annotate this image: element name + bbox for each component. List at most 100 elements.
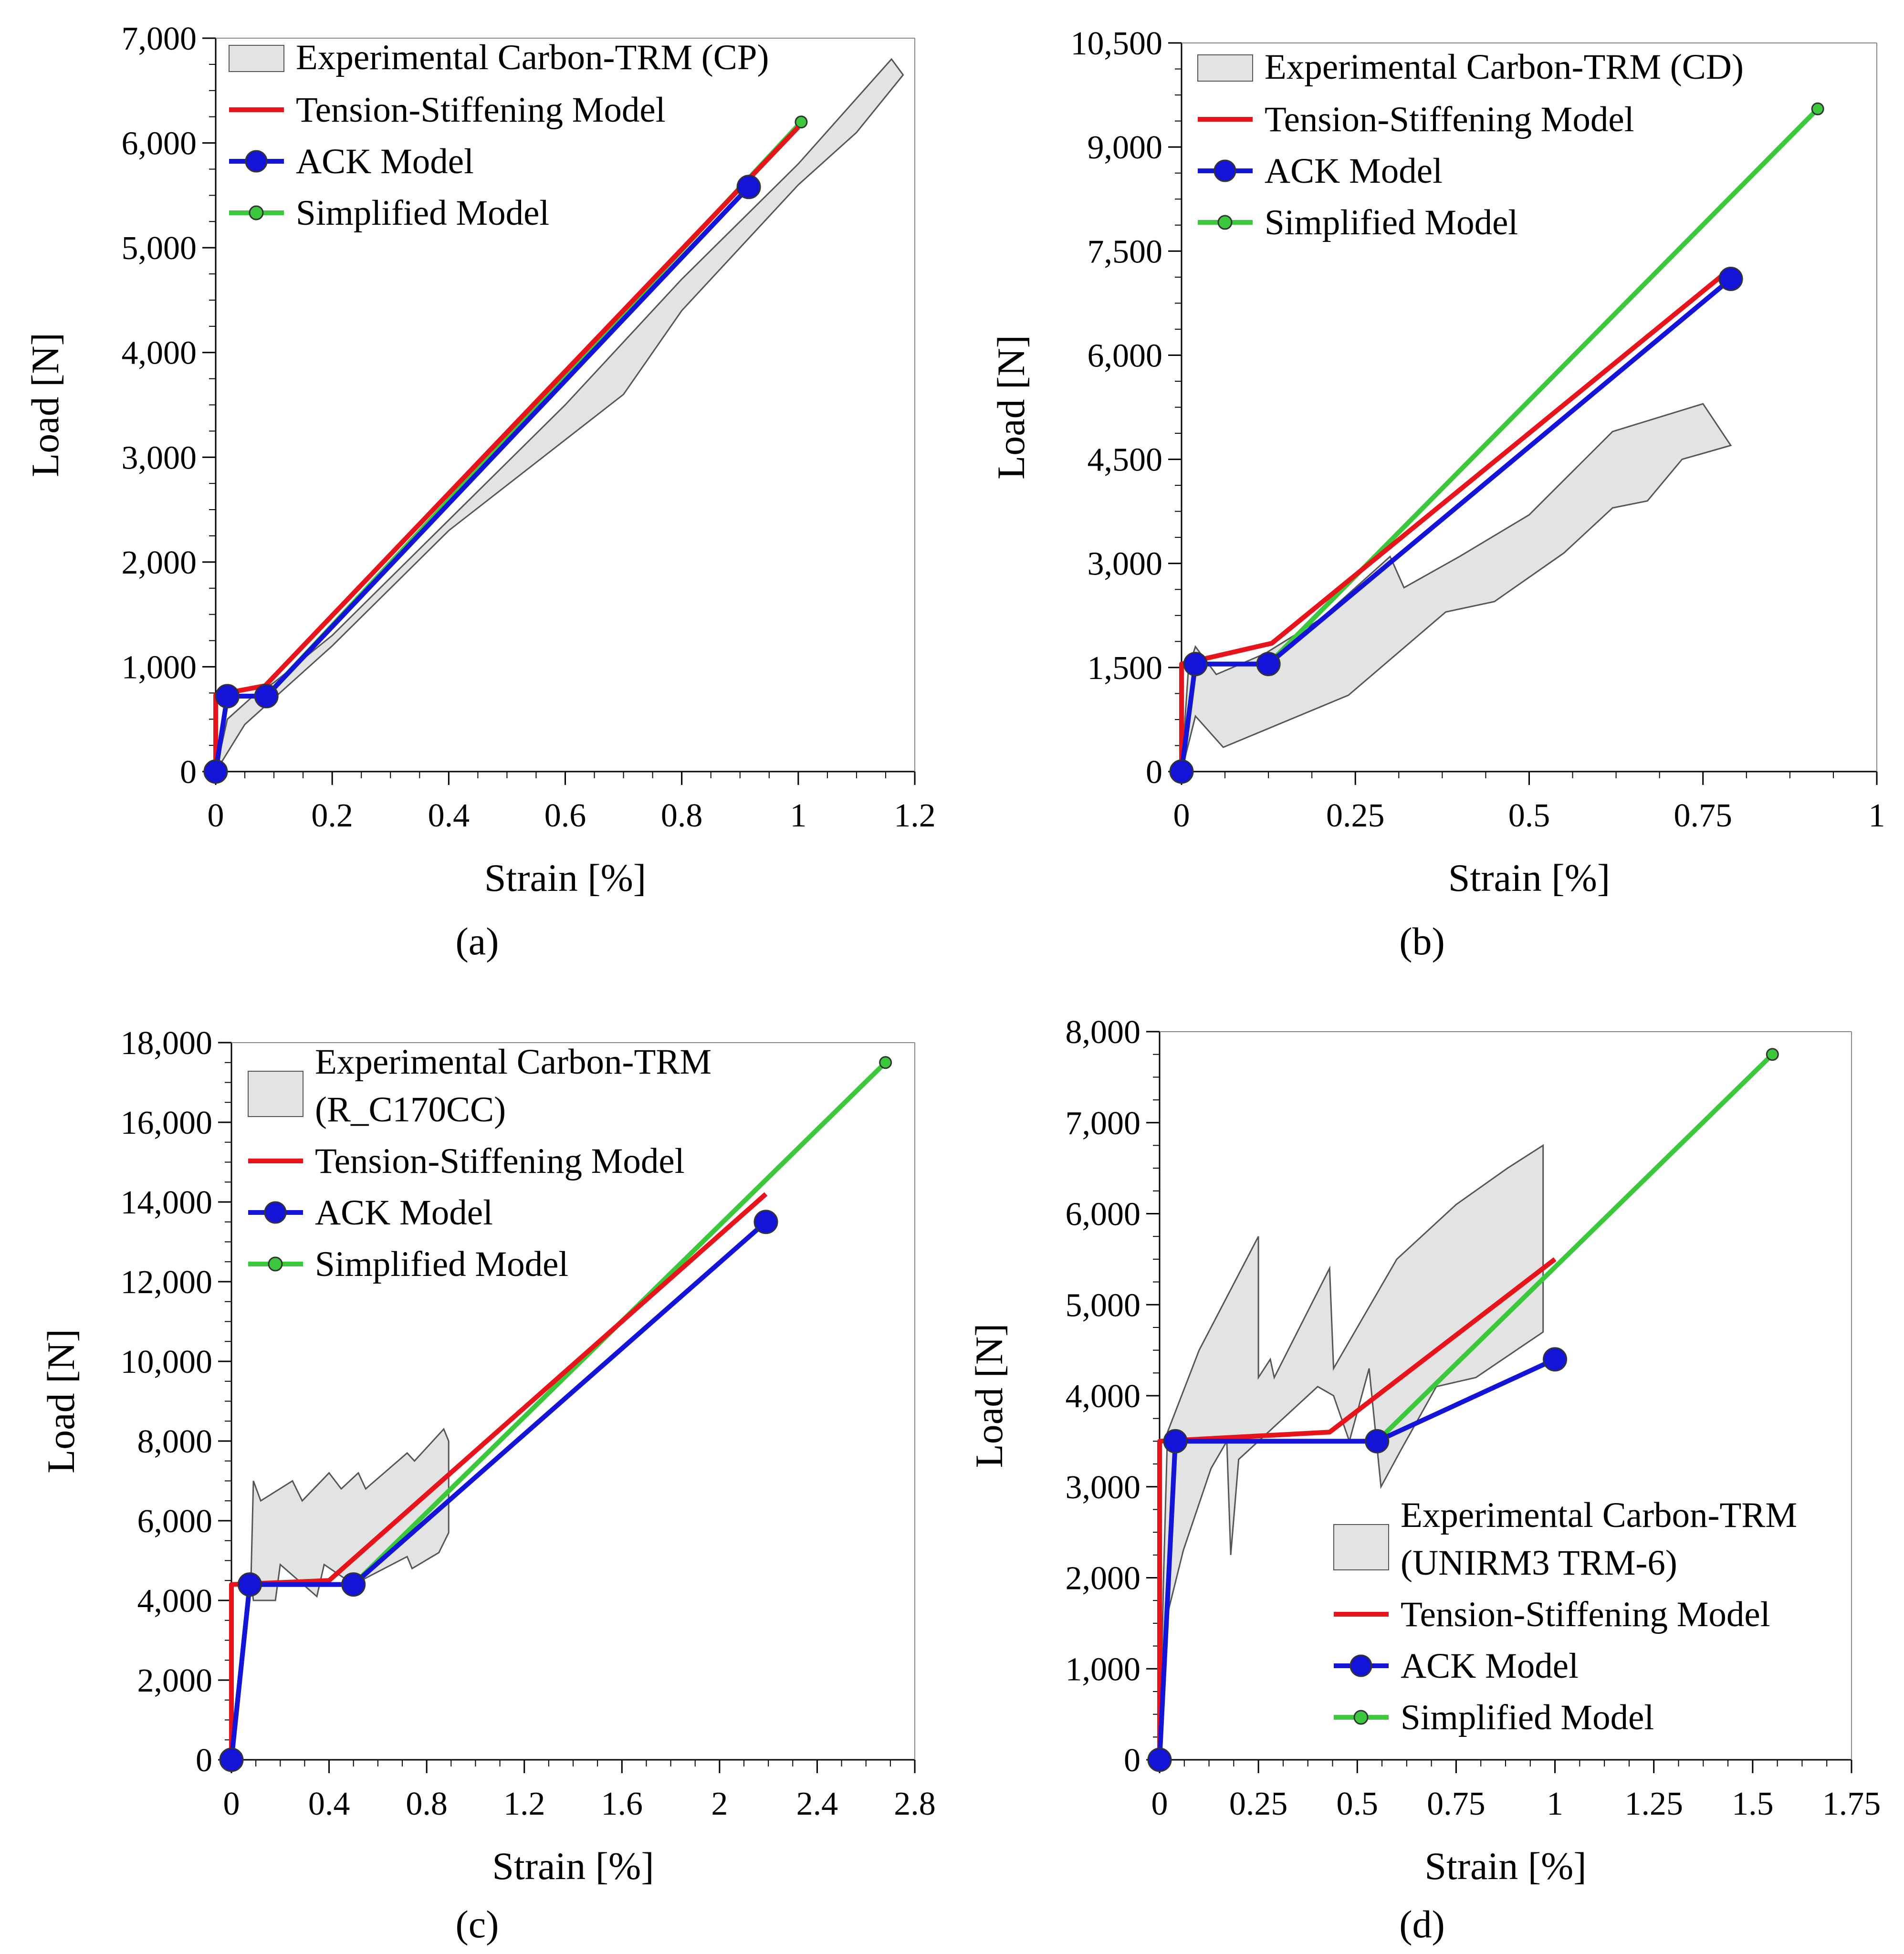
data-point-ack-model (736, 175, 761, 199)
x-tick-label: 0.2 (311, 797, 353, 834)
legend-swatch-experimental (1197, 54, 1253, 82)
data-point-ack-model (341, 1572, 366, 1597)
experimental-band (250, 1428, 450, 1601)
x-axis-label: Strain [%] (1424, 1844, 1586, 1888)
legend-label-ack-model: ACK Model (296, 142, 474, 181)
y-tick-label: 3,000 (1088, 546, 1163, 583)
x-axis-label: Strain [%] (1448, 856, 1610, 899)
y-tick-label: 3,000 (1066, 1469, 1141, 1506)
y-tick-label: 6,000 (137, 1503, 213, 1540)
legend-label-simplified-model: Simplified Model (315, 1244, 568, 1284)
legend: Experimental Carbon-TRM (CP) Tension-Stif… (229, 38, 769, 233)
y-tick-label: 6,000 (122, 125, 197, 162)
y-tick-label: 5,000 (122, 230, 197, 267)
x-tick-label: 1.2 (894, 797, 936, 834)
data-point-ack-model (1169, 759, 1194, 784)
y-tick-label: 3,000 (122, 439, 197, 476)
data-point-ack-model (1163, 1429, 1188, 1453)
y-tick-label: 9,000 (1088, 129, 1163, 166)
legend-label-ack-model: ACK Model (1401, 1646, 1579, 1686)
x-tick-label: 0.4 (428, 797, 470, 834)
panel-label: (b) (1399, 920, 1445, 963)
y-tick-label: 1,000 (122, 649, 197, 686)
legend-label-simplified-model: Simplified Model (1401, 1698, 1654, 1737)
data-point-ack-model (1365, 1429, 1390, 1453)
data-point-ack-model (219, 1747, 244, 1772)
y-tick-label: 16,000 (121, 1105, 213, 1141)
x-tick-label: 1 (1869, 797, 1885, 834)
y-axis-label: Load [N] (989, 335, 1033, 480)
legend: Experimental Carbon-TRM (UNIRM3 TRM-6) Ten… (1333, 1495, 1797, 1737)
x-tick-label: 0.5 (1337, 1786, 1379, 1822)
y-tick-label: 1,000 (1066, 1651, 1141, 1688)
legend-swatch-experimental (229, 45, 284, 72)
x-tick-label: 2.8 (894, 1786, 936, 1822)
x-axis-label: Strain [%] (492, 1844, 654, 1888)
x-tick-label: 2 (711, 1786, 728, 1822)
data-point-simplified-model (1811, 102, 1824, 115)
legend: Experimental Carbon-TRM (CD) Tension-Stif… (1197, 47, 1744, 242)
x-tick-label: 0.25 (1326, 797, 1385, 834)
x-tick-label: 0 (1173, 797, 1190, 834)
legend-label-tension-stiffening-model: Tension-Stiffening Model (1265, 100, 1634, 139)
legend-swatch-experimental (248, 1071, 303, 1117)
legend-marker-simplified-model (1353, 1710, 1369, 1725)
y-tick-label: 0 (1146, 754, 1162, 791)
data-point-ack-model (1147, 1747, 1172, 1772)
x-tick-label: 0.6 (544, 797, 586, 834)
y-tick-label: 2,000 (1066, 1560, 1141, 1597)
x-tick-label: 1.5 (1732, 1786, 1774, 1822)
y-tick-label: 4,000 (122, 335, 197, 372)
chart-panel-c: 0 0.4 0.8 1.2 1.6 2 2.4 2.8 0 2,000 4,000 6,000 8,00… (39, 1025, 936, 1946)
series-line-ack-model (1157, 1357, 1556, 1760)
legend-marker-simplified-model (268, 1256, 283, 1272)
data-point-ack-model (1543, 1347, 1568, 1372)
data-point-simplified-model (1766, 1048, 1779, 1061)
y-tick-label: 10,500 (1071, 25, 1163, 62)
x-tick-label: 0.5 (1508, 797, 1550, 834)
y-tick-label: 8,000 (1066, 1014, 1141, 1051)
x-tick-label: 0.4 (308, 1786, 350, 1822)
y-tick-label: 7,000 (1066, 1105, 1141, 1142)
y-tick-label: 0 (180, 754, 197, 791)
x-tick-label: 2.4 (796, 1786, 838, 1822)
y-tick-label: 0 (196, 1742, 212, 1779)
legend-marker-ack-model (1350, 1654, 1372, 1677)
chart-panel-a: 0 0.2 0.4 0.6 0.8 1 1.2 0 1,000 2,000 3,000 4,000 5,… (23, 21, 936, 963)
x-tick-label: 1.75 (1822, 1786, 1881, 1822)
data-point-simplified-model (795, 115, 808, 129)
y-axis-label: Load [N] (23, 333, 67, 477)
x-tick-label: 0 (1151, 1786, 1168, 1822)
data-point-simplified-model (879, 1056, 892, 1069)
legend-marker-simplified-model (249, 205, 264, 220)
legend-marker-ack-model (245, 150, 268, 173)
y-tick-label: 10,000 (121, 1344, 213, 1380)
legend-label-experimental: Experimental Carbon-TRM (1401, 1495, 1797, 1535)
legend-label-tension-stiffening-model: Tension-Stiffening Model (296, 90, 666, 130)
legend-label-experimental: Experimental Carbon-TRM (CP) (296, 38, 769, 77)
x-tick-label: 0.75 (1674, 797, 1733, 834)
chart-panel-b: 0 0.25 0.5 0.75 1 0 1,500 3,000 4,500 6,000 7,500 9… (989, 25, 1885, 963)
data-point-ack-model (215, 684, 240, 709)
experimental-band (1159, 1144, 1544, 1760)
y-tick-label: 2,000 (122, 544, 197, 581)
data-point-ack-model (254, 684, 279, 709)
y-tick-label: 4,000 (137, 1583, 213, 1620)
legend-label-ack-model: ACK Model (1265, 151, 1443, 191)
x-tick-label: 0.8 (406, 1786, 448, 1822)
legend-marker-simplified-model (1217, 215, 1233, 230)
y-axis-label: Load [N] (39, 1329, 83, 1473)
legend-marker-ack-model (264, 1201, 287, 1224)
x-tick-label: 1.6 (601, 1786, 643, 1822)
panel-label: (c) (455, 1902, 499, 1946)
series-line-tension-stiffening-model (1179, 266, 1733, 772)
y-tick-label: 5,000 (1066, 1287, 1141, 1324)
series-line-tension-stiffening-model (213, 125, 800, 772)
legend-label-simplified-model: Simplified Model (1265, 203, 1518, 242)
legend-label-experimental: (UNIRM3 TRM-6) (1401, 1543, 1677, 1583)
legend-label-tension-stiffening-model: Tension-Stiffening Model (1401, 1595, 1770, 1634)
x-tick-label: 0.75 (1427, 1786, 1486, 1822)
x-tick-label: 0 (223, 1786, 240, 1822)
legend-label-experimental: (R_C170CC) (315, 1090, 506, 1129)
